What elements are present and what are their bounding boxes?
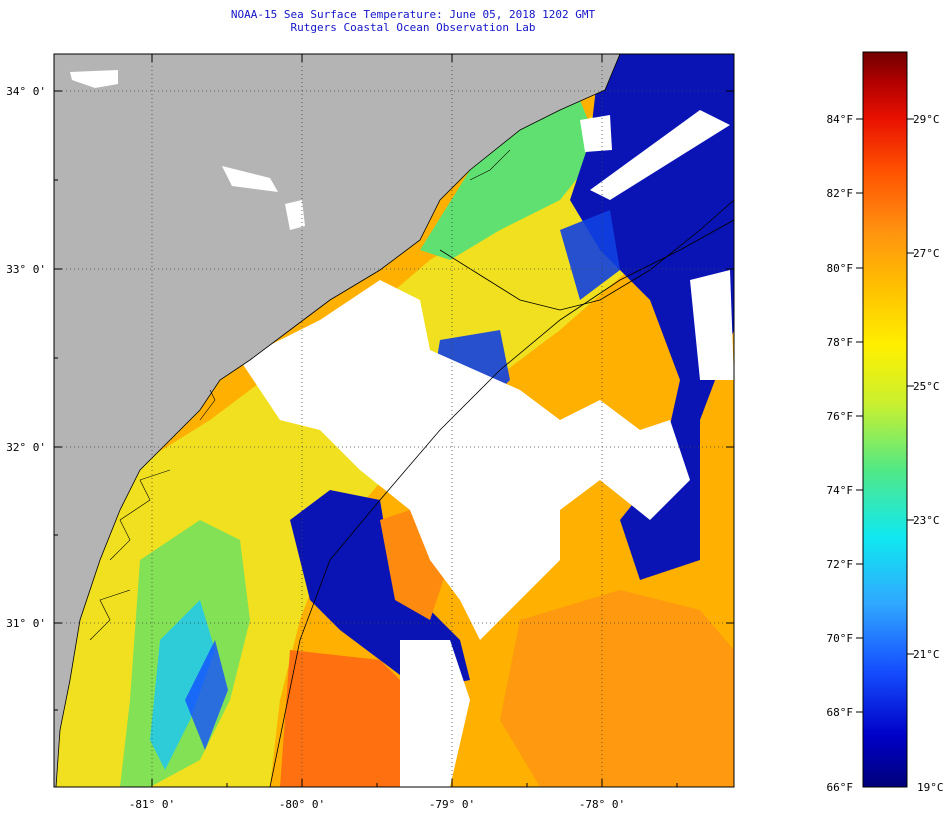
cyan-streaks bbox=[150, 600, 215, 770]
cb-c-label-27: 27°C bbox=[913, 247, 940, 260]
cb-f-label-74: 74°F bbox=[827, 484, 854, 497]
cloud-cover-south bbox=[400, 640, 470, 787]
cloud-strip-east bbox=[690, 270, 734, 380]
cb-c-label-23: 23°C bbox=[913, 514, 940, 527]
warm-offshore bbox=[280, 650, 420, 787]
cb-f-label-72: 72°F bbox=[827, 558, 854, 571]
cb-f-label-68: 68°F bbox=[827, 706, 854, 719]
boundary-line-2 bbox=[439, 199, 734, 311]
lon-label-79: -79° 0' bbox=[429, 798, 475, 811]
blue-streaks bbox=[185, 640, 228, 750]
cb-f-label-82: 82°F bbox=[827, 187, 854, 200]
cb-f-label-78: 78°F bbox=[827, 336, 854, 349]
cb-f-label-80: 80°F bbox=[827, 262, 854, 275]
boundary-line-1 bbox=[269, 219, 734, 787]
cb-c-label-19: 19°C bbox=[917, 781, 944, 794]
cloud-cover bbox=[240, 280, 690, 640]
map-panel bbox=[54, 54, 734, 787]
color-bar-gradient bbox=[862, 51, 908, 788]
cb-c-label-21: 21°C bbox=[913, 648, 940, 661]
cb-f-label-84: 84°F bbox=[827, 113, 854, 126]
inland-water bbox=[70, 70, 305, 230]
cb-f-label-76: 76°F bbox=[827, 410, 854, 423]
lon-label-80: -80° 0' bbox=[279, 798, 325, 811]
color-bar: 84°F 82°F 80°F 78°F 76°F 74°F 72°F 70°F … bbox=[827, 51, 944, 794]
cb-f-label-70: 70°F bbox=[827, 632, 854, 645]
north-green-water bbox=[420, 100, 600, 260]
lon-label-81: -81° 0' bbox=[129, 798, 175, 811]
warm-offshore-east bbox=[500, 590, 734, 787]
cb-c-label-25: 25°C bbox=[913, 380, 940, 393]
cold-patches bbox=[430, 210, 620, 420]
axis-ticks bbox=[54, 54, 734, 787]
lon-label-78: -78° 0' bbox=[579, 798, 625, 811]
color-bar-ticks bbox=[856, 118, 914, 713]
graticule bbox=[54, 54, 734, 787]
cloud-streak-ne bbox=[590, 110, 730, 200]
map-title: NOAA-15 Sea Surface Temperature: June 05… bbox=[230, 8, 596, 21]
map-subtitle: Rutgers Coastal Ocean Observation Lab bbox=[290, 21, 536, 34]
lat-label-31: 31° 0' bbox=[6, 617, 46, 630]
cb-f-label-66: 66°F bbox=[827, 781, 854, 794]
lat-label-33: 33° 0' bbox=[6, 263, 46, 276]
lat-label-32: 32° 0' bbox=[6, 441, 46, 454]
map-frame bbox=[53, 53, 735, 788]
lat-label-34: 34° 0' bbox=[6, 85, 46, 98]
cb-c-label-29: 29°C bbox=[913, 113, 940, 126]
coastline bbox=[55, 54, 621, 787]
land-mass bbox=[54, 54, 620, 787]
inland-waterways bbox=[89, 149, 511, 641]
cloud-blob-ne bbox=[580, 115, 612, 152]
